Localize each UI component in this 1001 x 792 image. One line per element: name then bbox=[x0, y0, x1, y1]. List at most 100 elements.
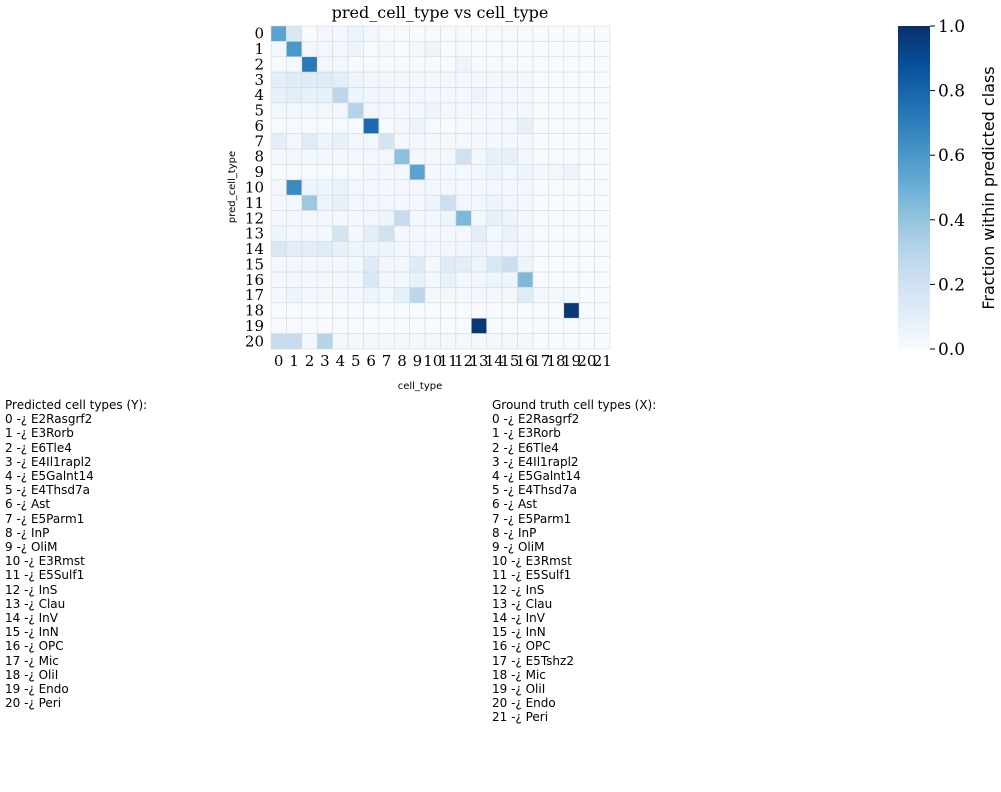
heatmap-cell bbox=[471, 117, 488, 134]
heatmap-cell bbox=[301, 317, 318, 334]
heatmap-cell bbox=[316, 271, 333, 288]
heatmap-cell bbox=[548, 317, 565, 334]
heatmap-cell bbox=[455, 241, 472, 258]
legend-truth-item: 6 -¿ Ast bbox=[492, 497, 538, 512]
heatmap-cell bbox=[347, 241, 364, 258]
heatmap-cell bbox=[455, 133, 472, 150]
heatmap-cell bbox=[316, 25, 333, 42]
legend-predicted-item: 13 -¿ Clau bbox=[5, 596, 66, 611]
heatmap-cell bbox=[501, 56, 518, 73]
heatmap-cell bbox=[424, 317, 441, 334]
y-tick-label: 20 bbox=[245, 332, 264, 350]
heatmap-cell bbox=[378, 71, 395, 88]
legend-predicted-item: 12 -¿ InS bbox=[5, 582, 58, 597]
heatmap-cell bbox=[301, 71, 318, 88]
heatmap-cell bbox=[270, 271, 287, 288]
heatmap-cell bbox=[378, 133, 395, 150]
x-tick-label: 1 bbox=[289, 352, 299, 370]
heatmap-cell bbox=[455, 256, 472, 273]
heatmap-cell bbox=[393, 225, 410, 242]
heatmap-cell bbox=[532, 256, 549, 273]
x-tick-label: 7 bbox=[382, 352, 392, 370]
heatmap-cell bbox=[393, 241, 410, 258]
heatmap-cell bbox=[363, 56, 380, 73]
heatmap-cell bbox=[286, 241, 303, 258]
heatmap-cell bbox=[409, 164, 426, 181]
y-tick-label: 4 bbox=[254, 86, 264, 104]
heatmap-cell bbox=[563, 194, 580, 211]
y-tick-label: 2 bbox=[254, 55, 264, 73]
heatmap-cell bbox=[594, 194, 611, 211]
heatmap-cell bbox=[563, 271, 580, 288]
heatmap-cell bbox=[424, 225, 441, 242]
heatmap-cell bbox=[378, 287, 395, 304]
heatmap-cell bbox=[578, 210, 595, 227]
heatmap-cell bbox=[578, 148, 595, 165]
heatmap-cell bbox=[347, 194, 364, 211]
heatmap-cell bbox=[486, 87, 503, 104]
heatmap-cell bbox=[378, 179, 395, 196]
heatmap-cell bbox=[378, 87, 395, 104]
heatmap-cell bbox=[486, 333, 503, 350]
legend-truth-item: 1 -¿ E3Rorb bbox=[492, 426, 561, 441]
heatmap-cell bbox=[424, 256, 441, 273]
heatmap-cell bbox=[501, 302, 518, 319]
heatmap-cell bbox=[409, 117, 426, 134]
heatmap-cell bbox=[393, 302, 410, 319]
heatmap-cell bbox=[332, 241, 349, 258]
colorbar-tick-label: 0.6 bbox=[938, 146, 965, 166]
heatmap-cell bbox=[532, 164, 549, 181]
x-tick-label: 9 bbox=[413, 352, 423, 370]
y-tick-label: 9 bbox=[254, 163, 264, 181]
heatmap-cell bbox=[455, 302, 472, 319]
legend-truth-item: 20 -¿ Endo bbox=[492, 696, 556, 711]
legend-predicted-item: 8 -¿ InP bbox=[5, 525, 50, 540]
heatmap-cell bbox=[517, 256, 534, 273]
heatmap-cell bbox=[594, 271, 611, 288]
y-tick-label: 19 bbox=[245, 317, 264, 335]
heatmap-cell bbox=[471, 148, 488, 165]
heatmap-cell bbox=[486, 256, 503, 273]
heatmap-cell bbox=[563, 256, 580, 273]
heatmap-cell bbox=[471, 71, 488, 88]
heatmap-cell bbox=[563, 287, 580, 304]
heatmap-cell bbox=[424, 133, 441, 150]
heatmap-cell bbox=[363, 210, 380, 227]
heatmap-cell bbox=[378, 225, 395, 242]
heatmap-cell bbox=[363, 287, 380, 304]
heatmap-cell bbox=[486, 225, 503, 242]
heatmap-cell bbox=[316, 241, 333, 258]
heatmap-cell bbox=[424, 164, 441, 181]
heatmap-cell bbox=[393, 256, 410, 273]
x-tick-label: 13 bbox=[469, 352, 488, 370]
legend-predicted-item: 5 -¿ E4Thsd7a bbox=[5, 483, 90, 498]
heatmap-cell bbox=[471, 133, 488, 150]
legend-predicted-item: 1 -¿ E3Rorb bbox=[5, 426, 74, 441]
heatmap-cell bbox=[471, 179, 488, 196]
x-tick-label: 2 bbox=[305, 352, 315, 370]
heatmap-cell bbox=[286, 302, 303, 319]
heatmap-cell bbox=[548, 148, 565, 165]
y-tick-label: 11 bbox=[245, 194, 264, 212]
heatmap-cell bbox=[440, 210, 457, 227]
heatmap-cell bbox=[409, 179, 426, 196]
x-tick-label: 14 bbox=[485, 352, 504, 370]
heatmap-cell bbox=[471, 271, 488, 288]
x-tick-label: 0 bbox=[274, 352, 284, 370]
heatmap-cell bbox=[270, 317, 287, 334]
heatmap-cell bbox=[594, 241, 611, 258]
heatmap-cell bbox=[517, 102, 534, 119]
heatmap-cell bbox=[424, 56, 441, 73]
heatmap-cell bbox=[378, 164, 395, 181]
heatmap-cell bbox=[286, 164, 303, 181]
heatmap-cell bbox=[501, 210, 518, 227]
x-axis-label: cell_type bbox=[398, 381, 443, 392]
heatmap-cell bbox=[286, 25, 303, 42]
heatmap-cell bbox=[378, 194, 395, 211]
heatmap-cell bbox=[270, 210, 287, 227]
heatmap-cell bbox=[563, 56, 580, 73]
heatmap-cell bbox=[486, 194, 503, 211]
heatmap-cell bbox=[286, 71, 303, 88]
heatmap-cell bbox=[563, 179, 580, 196]
heatmap-cell bbox=[563, 25, 580, 42]
